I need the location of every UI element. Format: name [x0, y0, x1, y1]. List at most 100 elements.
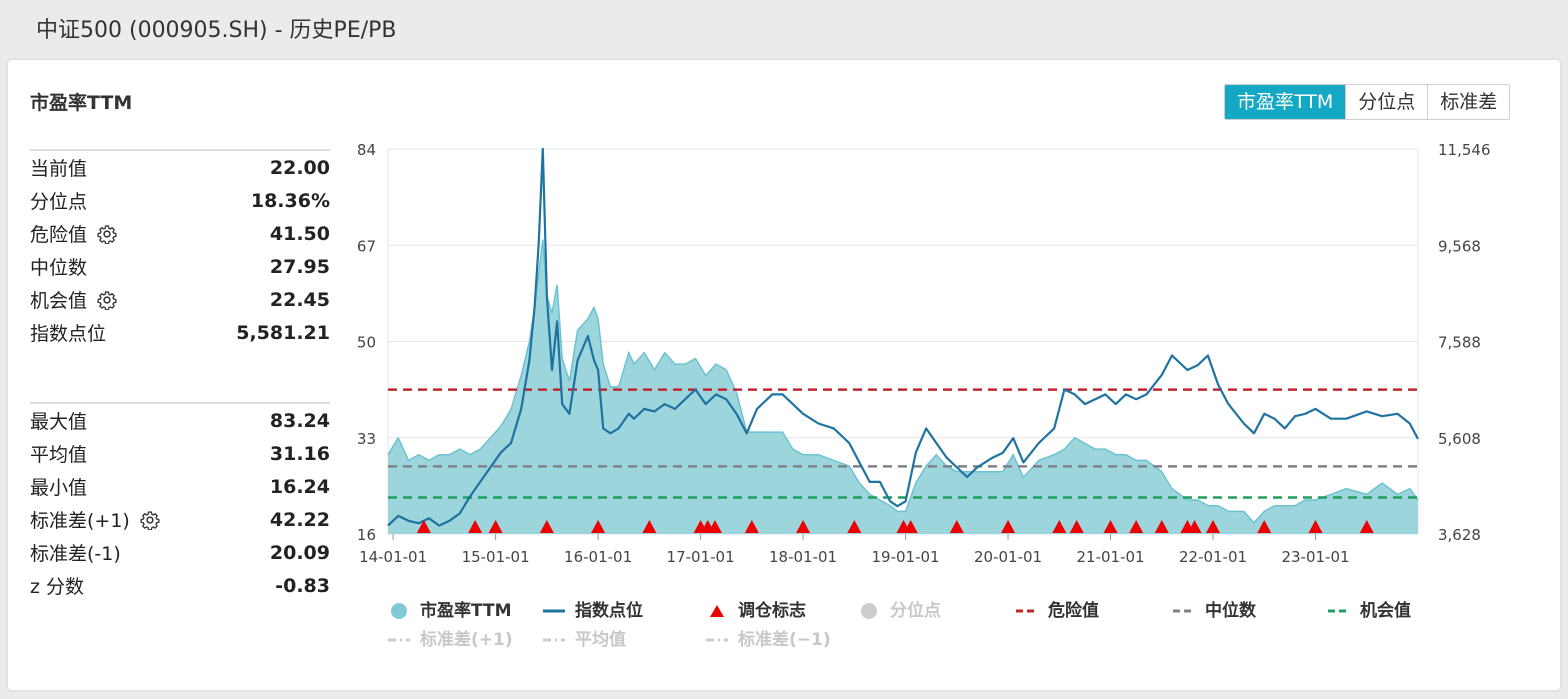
- gear-icon[interactable]: [140, 510, 160, 530]
- rebalance-marker: [1129, 520, 1144, 533]
- stat-label-wrap: 分位点: [30, 187, 87, 214]
- rebalance-marker: [539, 520, 554, 533]
- legend-line-icon: [543, 602, 565, 616]
- legend-label: 市盈率TTM: [420, 601, 512, 621]
- stat-row: 机会值 22.45: [30, 283, 330, 316]
- legend-item[interactable]: 平均值: [543, 625, 626, 650]
- legend-triangle-icon: [706, 602, 728, 617]
- x-tick-label: 19-01-01: [872, 548, 940, 566]
- gear-icon[interactable]: [97, 224, 117, 244]
- stat-label: 指数点位: [30, 323, 107, 345]
- rebalance-marker: [1308, 520, 1323, 533]
- legend-item[interactable]: 标准差(−1): [706, 625, 831, 650]
- pe-chart-svg: 16 3,628 33 5,608 50 7,588 67 9,568 84 11,546 14-0…: [357, 141, 1491, 566]
- legend-item[interactable]: 机会值: [1328, 596, 1411, 621]
- rebalance-marker: [468, 520, 483, 533]
- stat-label: 分位点: [30, 191, 88, 213]
- stats-current: 当前值 22.00 分位点 18.36% 危险值 41.50 中位数 27.95 机会值 22.4…: [30, 149, 330, 349]
- x-tick-label: 17-01-01: [667, 548, 735, 566]
- stat-value: 41.50: [269, 222, 330, 245]
- y-right-tick-label: 9,568: [1438, 237, 1481, 255]
- y-left-tick-label: 50: [357, 334, 376, 352]
- legend-dash-icon: [1173, 602, 1195, 616]
- y-right-tick-label: 11,546: [1438, 141, 1491, 159]
- x-tick-label: 14-01-01: [359, 548, 427, 566]
- legend-item[interactable]: 危险值: [1016, 596, 1099, 621]
- summary-stat-label-wrap: 平均值: [30, 440, 87, 467]
- rebalance-marker: [642, 520, 657, 533]
- legend-dashdot-icon: [388, 631, 410, 645]
- summary-stat-label: 平均值: [30, 444, 88, 466]
- stat-value: 22.45: [269, 288, 330, 311]
- rebalance-marker: [744, 520, 759, 533]
- rebalance-marker: [1154, 520, 1169, 533]
- legend-item[interactable]: 市盈率TTM: [388, 596, 512, 621]
- legend-label: 危险值: [1048, 601, 1099, 621]
- stat-label: 机会值: [30, 290, 88, 312]
- rebalance-marker: [847, 520, 862, 533]
- y-left-tick-label: 67: [357, 237, 376, 255]
- rebalance-marker: [1052, 520, 1067, 533]
- stat-row: 危险值 41.50: [30, 217, 330, 250]
- stat-label-wrap: 当前值: [30, 154, 87, 181]
- legend-item[interactable]: 调仓标志: [706, 596, 806, 621]
- legend-item[interactable]: 中位数: [1173, 596, 1256, 621]
- legend-item[interactable]: 指数点位: [543, 596, 643, 621]
- legend-label: 中位数: [1205, 601, 1256, 621]
- rebalance-marker: [1359, 520, 1374, 533]
- summary-stat-row: 平均值 31.16: [30, 437, 330, 470]
- legend-dashdot-icon: [543, 631, 565, 645]
- legend-item[interactable]: 分位点: [858, 596, 941, 621]
- y-right-tick-label: 7,588: [1438, 334, 1481, 352]
- summary-stat-value: 31.16: [269, 442, 330, 465]
- tab-percentile[interactable]: 分位点: [1345, 85, 1428, 119]
- legend-dash-icon: [1328, 602, 1350, 616]
- summary-stat-label-wrap: 标准差(+1): [30, 506, 160, 533]
- tab-pe-ttm[interactable]: 市盈率TTM: [1225, 85, 1346, 119]
- summary-stat-label: 最小值: [30, 477, 88, 499]
- rebalance-marker: [796, 520, 811, 533]
- legend-label: 机会值: [1360, 601, 1411, 621]
- summary-stat-label-wrap: 最大值: [30, 407, 87, 434]
- stat-value: 27.95: [269, 255, 330, 278]
- gear-icon[interactable]: [97, 290, 117, 310]
- stat-label-wrap: 指数点位: [30, 319, 106, 346]
- summary-stat-row: 标准差(-1) 20.09: [30, 536, 330, 569]
- summary-stat-row: z 分数 -0.83: [30, 569, 330, 602]
- x-tick-label: 22-01-01: [1179, 548, 1247, 566]
- summary-stat-row: 最小值 16.24: [30, 470, 330, 503]
- x-tick-label: 20-01-01: [974, 548, 1042, 566]
- stat-label: 中位数: [30, 257, 88, 279]
- y-right-tick-label: 5,608: [1438, 430, 1481, 448]
- legend-circle-icon: [858, 602, 880, 619]
- tab-std-dev[interactable]: 标准差: [1427, 85, 1510, 119]
- legend-label: 调仓标志: [738, 601, 806, 621]
- stat-label: 当前值: [30, 158, 88, 180]
- stat-value: 18.36%: [250, 189, 330, 212]
- rebalance-marker: [1257, 520, 1272, 533]
- summary-stat-label-wrap: 标准差(-1): [30, 539, 121, 566]
- x-tick-label: 16-01-01: [564, 548, 632, 566]
- summary-stat-value: 83.24: [269, 409, 330, 432]
- pe-ttm-area: [388, 239, 1418, 534]
- summary-stat-label: 标准差(-1): [30, 543, 121, 565]
- x-tick-label: 21-01-01: [1076, 548, 1144, 566]
- stat-label-wrap: 中位数: [30, 253, 87, 280]
- index-line: [387, 147, 1419, 527]
- panel-title: 市盈率TTM: [30, 92, 133, 114]
- rebalance-marker: [707, 520, 722, 533]
- legend-dash-icon: [1016, 602, 1038, 616]
- legend-item[interactable]: 标准差(+1): [388, 625, 513, 650]
- summary-stat-row: 标准差(+1) 42.22: [30, 503, 330, 536]
- chart-legend: 市盈率TTM 指数点位 调仓标志 分位点 危险值 中位数 机会值标准差(+1) 平均值 标准差(…: [388, 596, 1538, 656]
- stats-summary: 最大值 83.24 平均值 31.16 最小值 16.24 标准差(+1) 42.22 标准差(…: [30, 402, 330, 602]
- stat-label-wrap: 机会值: [30, 286, 117, 313]
- legend-circle-icon: [388, 602, 410, 619]
- rebalance-marker: [1001, 520, 1016, 533]
- summary-stat-value: 16.24: [269, 475, 330, 498]
- rebalance-marker: [1187, 520, 1202, 533]
- x-tick-label: 18-01-01: [769, 548, 837, 566]
- rebalance-marker: [488, 520, 503, 533]
- legend-label: 标准差(+1): [420, 630, 513, 650]
- stat-row: 当前值 22.00: [30, 151, 330, 184]
